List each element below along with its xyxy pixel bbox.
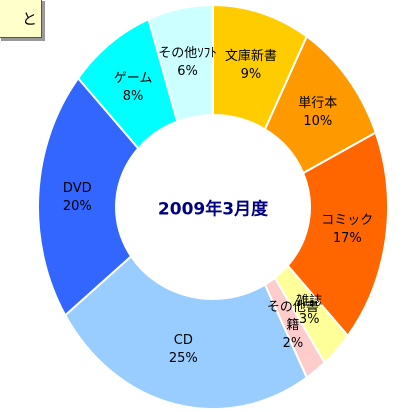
segment-name: DVD <box>62 180 92 196</box>
segment-label: 雑誌 3% <box>277 293 341 329</box>
segment-label: 単行本 10% <box>286 95 350 131</box>
segment-value: 2% <box>282 335 304 351</box>
segment-value: 9% <box>240 66 262 82</box>
donut-segment <box>37 76 140 317</box>
segment-label: CD 25% <box>151 332 215 368</box>
segment-name: コミック <box>321 212 374 228</box>
segment-name: 文庫新書 <box>224 48 277 64</box>
segment-label: コミック 17% <box>315 212 379 248</box>
segment-value: 25% <box>168 351 198 367</box>
segment-name: 雑誌 <box>296 293 323 309</box>
segment-name: 単行本 <box>298 96 338 112</box>
segment-label: その他書籍 2% <box>261 299 325 353</box>
segment-value: 3% <box>298 311 320 327</box>
segment-name: ゲーム <box>113 71 153 87</box>
segment-label: ゲーム 8% <box>101 70 165 106</box>
donut-segment <box>147 3 214 123</box>
segment-name: CD <box>173 333 193 349</box>
segment-value: 17% <box>332 230 362 246</box>
segment-label: その他ｿﾌﾄ 6% <box>156 45 220 81</box>
annotation: と <box>0 0 42 38</box>
segment-label: DVD 20% <box>45 180 109 216</box>
segment-value: 20% <box>62 198 92 214</box>
donut-segment <box>63 254 309 410</box>
segment-label: 文庫新書 9% <box>219 48 283 84</box>
donut-segment <box>286 131 389 338</box>
segment-value: 6% <box>177 63 198 79</box>
segment-name: その他ｿﾌﾄ <box>158 45 217 61</box>
segment-name: その他書籍 <box>266 299 319 333</box>
center-text: 2009年3月度 <box>157 199 269 220</box>
segment-value: 8% <box>122 89 144 105</box>
segment-value: 10% <box>303 114 333 130</box>
